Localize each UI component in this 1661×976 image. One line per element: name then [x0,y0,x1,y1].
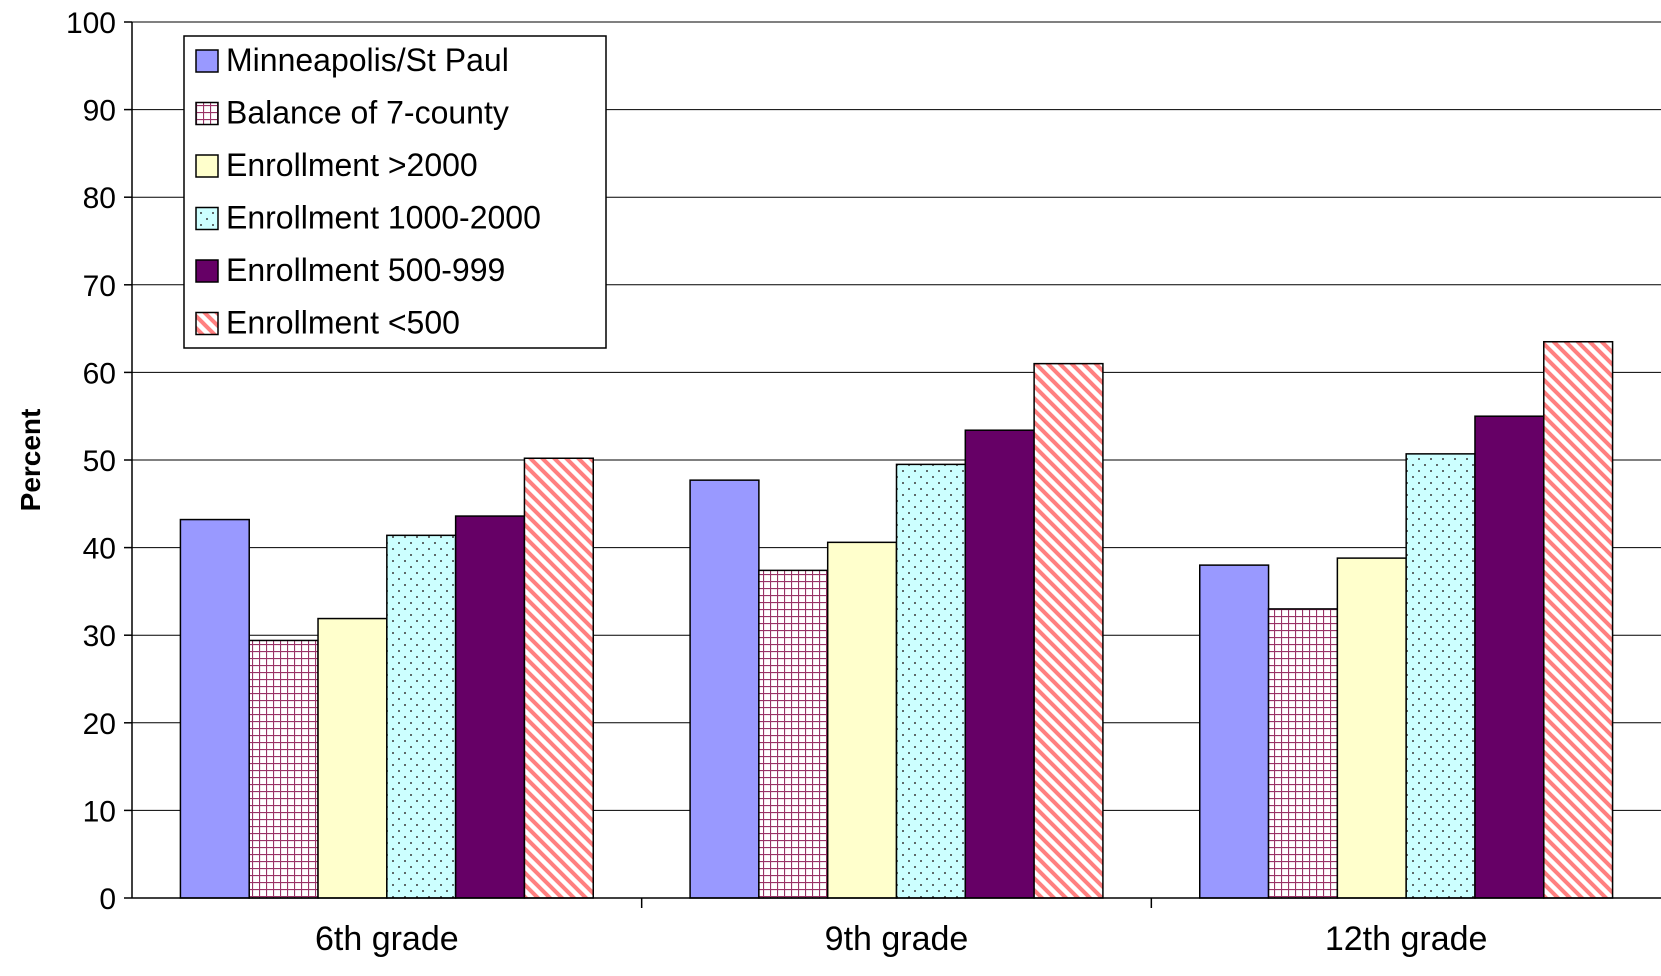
legend-label: Enrollment 1000-2000 [226,200,541,236]
bar [317,617,388,899]
x-tick-label: 6th grade [315,920,459,958]
legend-label: Enrollment 500-999 [226,252,505,288]
y-axis-title: Percent [15,409,46,512]
legend-swatch [195,206,219,231]
legend-swatch [195,49,219,73]
legend-label: Enrollment <500 [226,305,460,341]
bars [179,340,1614,899]
y-tick-label: 100 [66,7,116,40]
bar [826,541,898,899]
bar [523,457,594,899]
bar [758,569,829,899]
y-tick-label: 90 [83,95,116,128]
legend-swatch [195,101,219,126]
bar [454,515,526,899]
x-tick-label: 12th grade [1325,920,1488,958]
legend-box [183,35,607,349]
bar [179,518,250,899]
bar [386,534,457,899]
bar [689,479,760,899]
y-tick-label: 0 [99,883,116,916]
legend: Minneapolis/St Paul Balance of 7-county En… [183,35,607,349]
bar [248,639,319,899]
bar [1336,557,1407,899]
y-tick-label: 30 [83,620,116,653]
y-tick-label: 20 [83,708,116,741]
bar [1474,415,1545,899]
bar [895,463,967,899]
y-tick-label: 70 [83,270,116,303]
legend-swatch [195,311,219,336]
bar [1033,362,1104,899]
axes: 0 10 20 30 40 50 60 70 80 90 100 6th grade 9th grade… [66,7,1661,958]
legend-swatch [195,154,219,178]
y-tick-label: 60 [83,357,116,390]
bar [1267,608,1339,899]
y-tick-label: 50 [83,445,116,478]
bar [964,429,1035,899]
y-tick-label: 10 [83,795,116,828]
bar [1405,453,1476,899]
x-tick-label: 9th grade [825,920,969,958]
legend-label: Minneapolis/St Paul [226,42,509,78]
legend-label: Balance of 7-county [226,95,509,131]
legend-swatch [195,259,219,283]
bar [1543,340,1614,899]
y-tick-label: 80 [83,182,116,215]
bar [1199,564,1270,899]
y-tick-label: 40 [83,533,116,566]
legend-label: Enrollment >2000 [226,147,478,183]
